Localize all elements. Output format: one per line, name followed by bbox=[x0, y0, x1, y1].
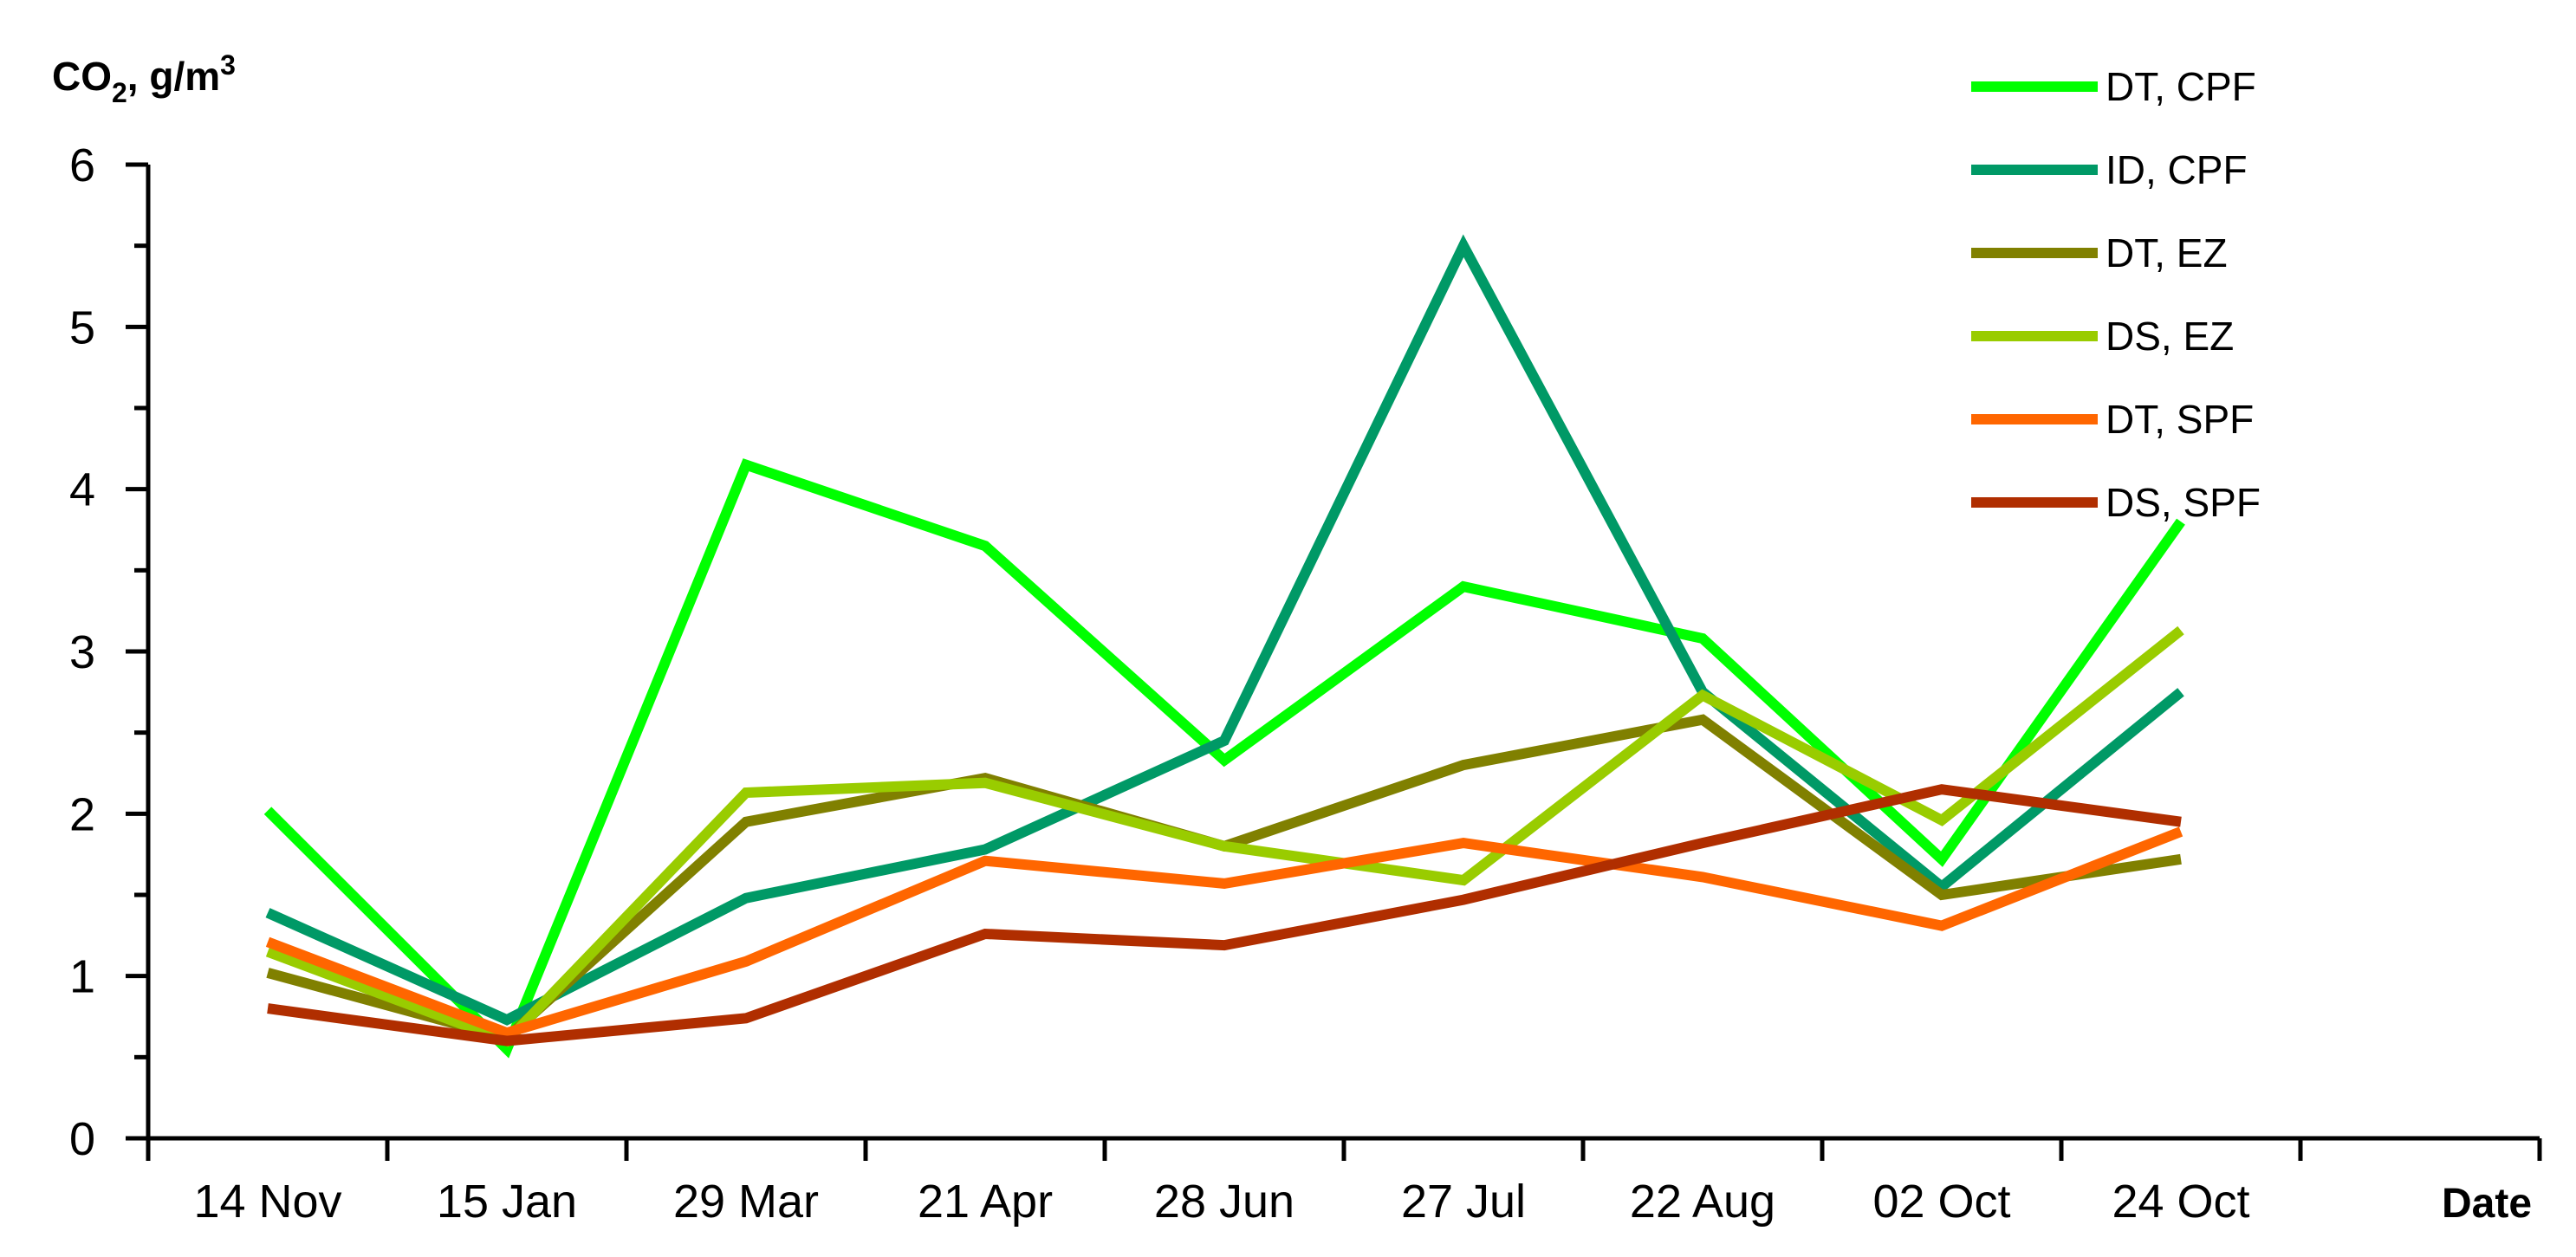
y-tick-label: 1 bbox=[69, 951, 95, 1003]
series-line-6 bbox=[267, 784, 2182, 1046]
axes bbox=[126, 162, 2542, 1161]
legend-item: DT, EZ bbox=[1971, 230, 2228, 275]
legend-item: DS, SPF bbox=[1971, 480, 2261, 525]
series-line-2 bbox=[265, 234, 2184, 1026]
series-lines bbox=[263, 234, 2185, 1059]
y-tick-label: 0 bbox=[69, 1113, 95, 1165]
svg-text:CO2, g/m3: CO2, g/m3 bbox=[52, 49, 236, 108]
x-tick-label: 15 Jan bbox=[437, 1176, 577, 1228]
x-tick-label: 24 Oct bbox=[2112, 1176, 2249, 1228]
series-line-4 bbox=[265, 625, 2184, 1047]
legend-item: DT, SPF bbox=[1971, 397, 2254, 442]
y-axis-label-unit: , g/m bbox=[127, 54, 220, 99]
legend-label: DS, EZ bbox=[2106, 314, 2234, 359]
x-tick-label: 29 Mar bbox=[673, 1176, 819, 1228]
y-tick-labels: 0 1 2 3 4 5 6 bbox=[69, 139, 95, 1165]
legend-item: DT, CPF bbox=[1971, 64, 2256, 109]
legend-label: DT, CPF bbox=[2106, 64, 2256, 109]
legend-label: DT, SPF bbox=[2106, 397, 2254, 442]
y-tick-label: 2 bbox=[69, 788, 95, 840]
x-tick-label: 21 Apr bbox=[918, 1176, 1053, 1228]
legend-label: DS, SPF bbox=[2106, 480, 2261, 525]
y-axis-label-sub: 2 bbox=[112, 77, 127, 108]
legend-item: ID, CPF bbox=[1971, 147, 2248, 192]
y-axis-label-sup: 3 bbox=[220, 49, 236, 81]
y-tick-label: 3 bbox=[69, 626, 95, 678]
x-tick-label: 22 Aug bbox=[1630, 1176, 1775, 1228]
legend-item: DS, EZ bbox=[1971, 314, 2234, 359]
y-axis-label: CO2, g/m3 bbox=[52, 49, 236, 108]
x-tick-label: 14 Nov bbox=[193, 1176, 341, 1228]
legend-label: DT, EZ bbox=[2106, 230, 2228, 275]
y-tick-label: 6 bbox=[69, 139, 95, 191]
x-tick-label: 28 Jun bbox=[1154, 1176, 1294, 1228]
x-tick-label: 27 Jul bbox=[1401, 1176, 1526, 1228]
x-axis-label: Date bbox=[2442, 1181, 2532, 1227]
series-line-1 bbox=[263, 458, 2185, 1059]
y-axis-label-main: CO bbox=[52, 54, 112, 99]
legend: DT, CPF ID, CPF DT, EZ DS, EZ DT, SPF DS, SPF bbox=[1971, 64, 2261, 525]
y-tick-label: 4 bbox=[69, 464, 95, 516]
y-tick-label: 5 bbox=[69, 301, 95, 353]
series-line-5 bbox=[265, 826, 2183, 1039]
x-tick-label: 02 Oct bbox=[1872, 1176, 2010, 1228]
legend-label: ID, CPF bbox=[2106, 147, 2248, 192]
x-tick-labels: 14 Nov 15 Jan 29 Mar 21 Apr 28 Jun 27 Jul 22 A… bbox=[193, 1176, 2249, 1228]
